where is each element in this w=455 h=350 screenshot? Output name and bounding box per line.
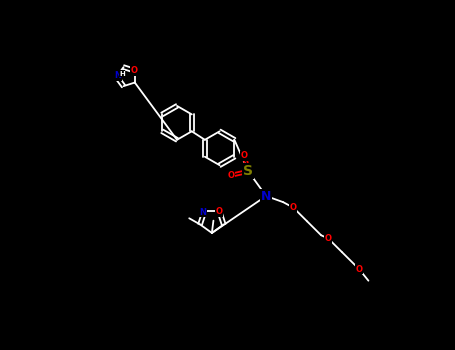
Text: O: O [241, 152, 248, 160]
Text: H: H [119, 71, 125, 77]
Text: O: O [131, 66, 137, 75]
Text: N: N [115, 71, 121, 80]
Text: N: N [200, 208, 207, 217]
Text: N: N [261, 189, 271, 203]
Text: O: O [216, 207, 222, 216]
Text: S: S [243, 164, 253, 178]
Text: O: O [324, 234, 332, 243]
Text: O: O [228, 171, 235, 180]
Text: O: O [356, 265, 363, 274]
Text: O: O [290, 203, 297, 212]
